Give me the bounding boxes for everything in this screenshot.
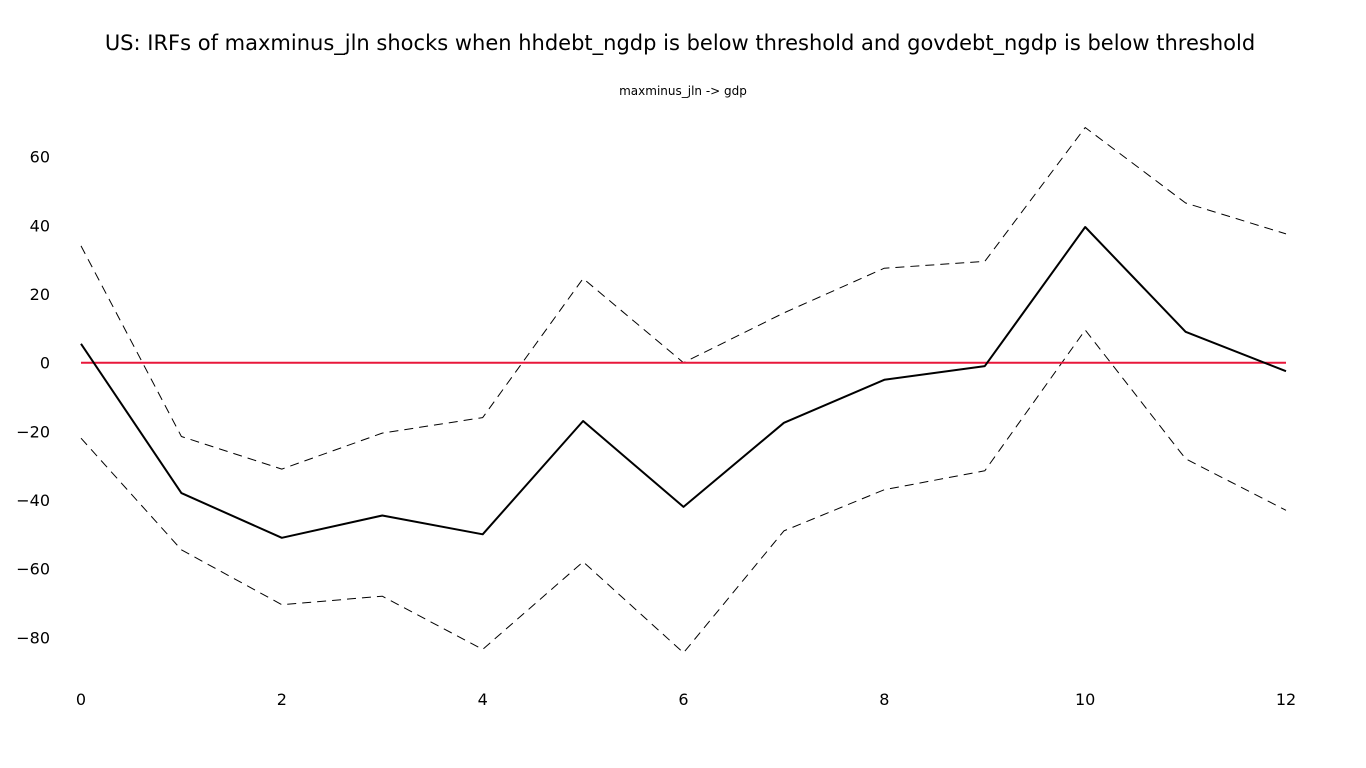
x-tick-label: 2 (277, 690, 287, 709)
y-tick-label: −80 (16, 628, 50, 647)
y-tick-label: 20 (30, 285, 50, 304)
y-tick-label: −20 (16, 422, 50, 441)
x-tick-label: 6 (678, 690, 688, 709)
irf-line (80, 226, 1287, 539)
y-tick-label: 40 (30, 216, 50, 235)
y-tick-label: 60 (30, 148, 50, 167)
x-tick-label: 4 (478, 690, 488, 709)
x-tick-label: 8 (879, 690, 889, 709)
y-tick-label: −40 (16, 491, 50, 510)
chart-title: US: IRFs of maxminus_jln shocks when hhd… (105, 31, 1255, 56)
lower-band-line (80, 329, 1287, 654)
x-tick-label: 12 (1276, 690, 1296, 709)
subplot-title: maxminus_jln -> gdp (619, 84, 747, 98)
y-tick-label: 0 (40, 354, 50, 373)
plot-area (80, 127, 1287, 654)
y-tick-label: −60 (16, 560, 50, 579)
x-tick-label: 0 (76, 690, 86, 709)
upper-band-line (80, 127, 1287, 470)
x-axis-ticks: 0 2 4 6 8 10 12 (76, 690, 1296, 709)
x-tick-label: 10 (1075, 690, 1095, 709)
y-axis-ticks: 60 40 20 0 −20 −40 −60 −80 (16, 148, 50, 648)
